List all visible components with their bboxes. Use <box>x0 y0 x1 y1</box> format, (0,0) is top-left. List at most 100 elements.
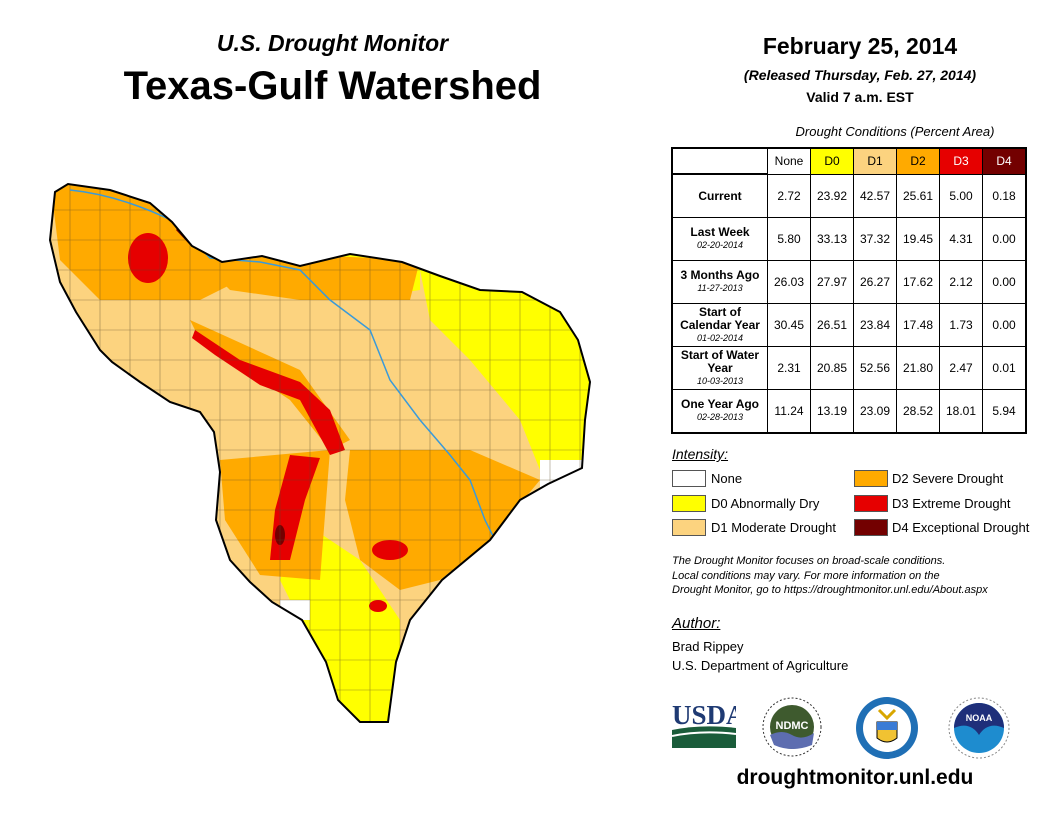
table-cell: 4.31 <box>939 217 983 261</box>
ndmc-logo: NDMC <box>762 697 822 757</box>
d3-region-south <box>369 600 387 612</box>
row-label-text: Last Week <box>690 225 750 239</box>
table-cell: 23.84 <box>853 303 897 347</box>
row-date: 10-03-2013 <box>696 375 744 386</box>
title-small: U.S. Drought Monitor <box>216 30 449 56</box>
table-cell: 0.00 <box>982 217 1027 261</box>
legend-label-d4: D4 Exceptional Drought <box>892 520 1030 535</box>
table-cell: 5.00 <box>939 173 983 218</box>
col-d4: D4 <box>982 147 1027 175</box>
table-cell: 25.61 <box>896 173 940 218</box>
table-cell: 23.92 <box>810 173 854 218</box>
row-date: 11-27-2013 <box>697 283 743 293</box>
table-row: Last Week 02-20-2014 5.80 33.13 37.32 19.45 4.… <box>671 217 1027 261</box>
watershed-map <box>49 183 591 723</box>
table-cell: 11.24 <box>767 389 811 434</box>
table-cell: 33.13 <box>810 217 854 261</box>
noaa-logo-text: NOAA <box>966 713 993 723</box>
legend-swatch-d1 <box>672 519 706 536</box>
row-label-text: Start of Calendar Year <box>680 304 760 332</box>
table-cell: 2.47 <box>939 346 983 390</box>
row-label: Last Week 02-20-2014 <box>671 217 768 261</box>
row-label-text: Current <box>698 188 742 203</box>
row-label-text: Start of Water Year <box>680 347 760 375</box>
table-cell: 5.80 <box>767 217 811 261</box>
noaa-logo: NOAA <box>948 697 1010 759</box>
table-cell: 20.85 <box>810 346 854 390</box>
release-date: (Released Thursday, Feb. 27, 2014) <box>743 67 977 83</box>
table-cell: 52.56 <box>853 346 897 390</box>
row-label: 3 Months Ago 11-27-2013 <box>671 260 768 304</box>
table-cell: 2.12 <box>939 260 983 304</box>
map-date: February 25, 2014 <box>762 33 958 59</box>
d0-region-east <box>420 270 590 480</box>
col-d3: D3 <box>939 147 983 175</box>
table-cell: 37.32 <box>853 217 897 261</box>
legend-label-d3: D3 Extreme Drought <box>892 496 1011 511</box>
col-d1: D1 <box>853 147 897 175</box>
table-cell: 0.00 <box>982 260 1027 304</box>
table-row: Start of Calendar Year 01-02-2014 30.45 26.… <box>671 303 1027 347</box>
valid-time: Valid 7 a.m. EST <box>806 89 914 105</box>
d2-region-coastal <box>345 450 540 590</box>
legend-swatch-d4 <box>854 519 888 536</box>
table-cell: 0.01 <box>982 346 1027 390</box>
table-cell: 1.73 <box>939 303 983 347</box>
table-row: Start of Water Year 10-03-2013 2.31 20.85 52… <box>671 346 1027 390</box>
legend-label-d0: D0 Abnormally Dry <box>711 496 820 511</box>
table-cell: 30.45 <box>767 303 811 347</box>
row-date: 02-20-2014 <box>696 240 744 250</box>
legend-label-d1: D1 Moderate Drought <box>711 520 837 535</box>
col-d0: D0 <box>810 147 854 175</box>
ndmc-logo-text: NDMC <box>776 720 809 732</box>
row-label: One Year Ago 02-28-2013 <box>671 389 768 434</box>
table-cell: 13.19 <box>810 389 854 434</box>
note-line: Drought Monitor, go to https://droughtmo… <box>672 584 988 596</box>
disclaimer-note: The Drought Monitor focuses on broad-sca… <box>672 554 988 598</box>
d3-region-central <box>192 330 345 455</box>
table-cell: 17.62 <box>896 260 940 304</box>
usda-logo-text: USDA <box>672 700 736 730</box>
row-label: Start of Water Year 10-03-2013 <box>671 346 768 390</box>
table-cell: 26.03 <box>767 260 811 304</box>
table-cell: 21.80 <box>896 346 940 390</box>
table-row: Current 2.72 23.92 42.57 25.61 5.00 0.18 <box>671 173 1027 218</box>
row-label-text: 3 Months Ago <box>680 268 760 282</box>
table-cell: 26.27 <box>853 260 897 304</box>
author-org: U.S. Department of Agriculture <box>672 658 849 673</box>
table-cell: 23.09 <box>853 389 897 434</box>
table-row: One Year Ago 02-28-2013 11.24 13.19 23.09 28.… <box>671 389 1027 434</box>
legend-label-none: None <box>711 471 743 486</box>
legend-title: Intensity: <box>672 446 729 462</box>
note-line: Local conditions may vary. For more info… <box>672 569 940 582</box>
commerce-seal <box>856 697 918 759</box>
table-cell: 28.52 <box>896 389 940 434</box>
table-header-row: None D0 D1 D2 D3 D4 <box>672 147 1027 175</box>
col-none: None <box>767 147 811 175</box>
table-cell: 0.00 <box>982 303 1027 347</box>
author-name: Brad Rippey <box>672 639 744 654</box>
author-info: Brad Rippey U.S. Department of Agricultu… <box>672 637 848 675</box>
legend-swatch-d3 <box>854 495 888 512</box>
drought-conditions-table: None D0 D1 D2 D3 D4 Current 2.72 23.92 42.5… <box>671 147 1027 434</box>
table-cell: 2.72 <box>767 173 811 218</box>
col-d2: D2 <box>896 147 940 175</box>
note-line: The Drought Monitor focuses on broad-sca… <box>672 555 946 567</box>
table-cell: 18.01 <box>939 389 983 434</box>
row-label: Current <box>671 173 768 218</box>
table-cell: 0.18 <box>982 173 1027 218</box>
table-row: 3 Months Ago 11-27-2013 26.03 27.97 26.27 17.… <box>671 260 1027 304</box>
website-url[interactable]: droughtmonitor.unl.edu <box>736 766 974 789</box>
page-title: Texas-Gulf Watershed <box>123 64 542 108</box>
table-cell: 17.48 <box>896 303 940 347</box>
legend-label-d2: D2 Severe Drought <box>892 471 1004 486</box>
row-date: 01-02-2014 <box>696 332 744 343</box>
table-cell: 5.94 <box>982 389 1027 434</box>
table-caption: Drought Conditions (Percent Area) <box>795 124 995 139</box>
legend-swatch-d0 <box>672 495 706 512</box>
row-label-text: One Year Ago <box>680 397 760 411</box>
legend-swatch-none <box>672 470 706 487</box>
d3-region-northwest <box>128 233 168 283</box>
table-cell: 19.45 <box>896 217 940 261</box>
